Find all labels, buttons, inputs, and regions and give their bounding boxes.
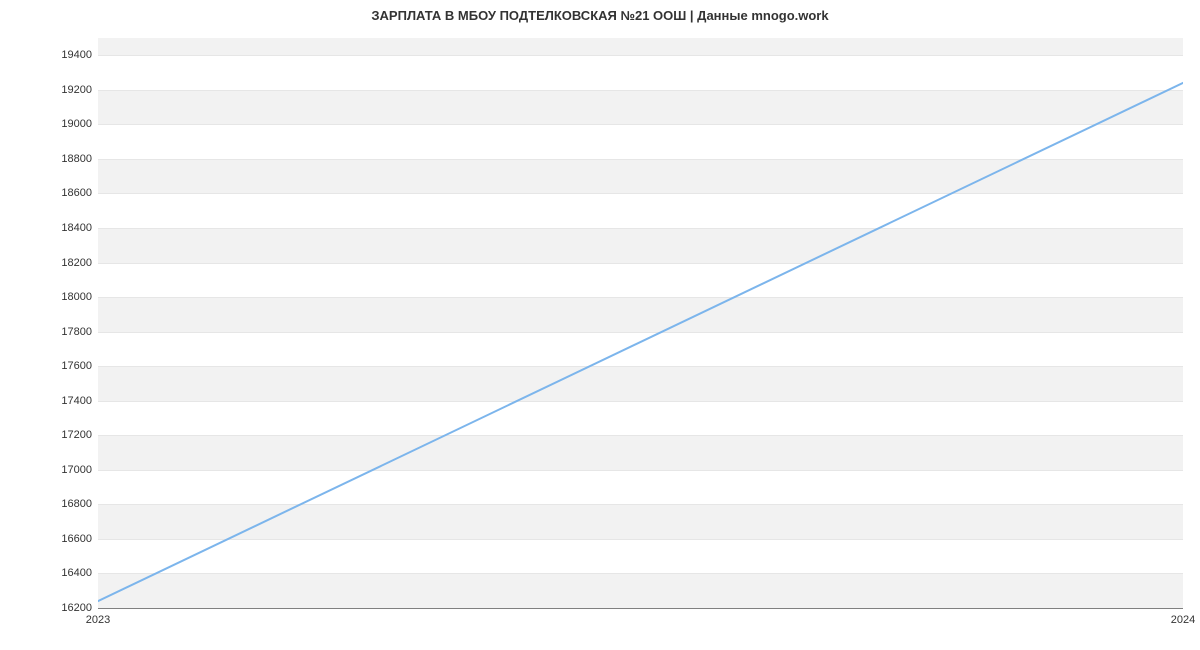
y-tick-label: 19200 — [50, 84, 92, 96]
y-tick-label: 17600 — [50, 360, 92, 372]
y-tick-label: 16600 — [50, 533, 92, 545]
y-tick-label: 17200 — [50, 429, 92, 441]
x-tick-label: 2024 — [1171, 614, 1195, 626]
y-tick-label: 19000 — [50, 118, 92, 130]
y-tick-label: 16400 — [50, 567, 92, 579]
y-tick-label: 17000 — [50, 464, 92, 476]
chart-title: ЗАРПЛАТА В МБОУ ПОДТЕЛКОВСКАЯ №21 ООШ | … — [0, 8, 1200, 23]
series-line — [98, 83, 1183, 601]
y-tick-label: 18000 — [50, 291, 92, 303]
y-tick-label: 16800 — [50, 498, 92, 510]
chart-container: { "chart": { "type": "line", "title": "З… — [0, 0, 1200, 650]
x-axis-line — [98, 608, 1183, 609]
y-tick-label: 18600 — [50, 187, 92, 199]
y-tick-label: 18200 — [50, 257, 92, 269]
y-tick-label: 19400 — [50, 49, 92, 61]
y-tick-label: 17400 — [50, 395, 92, 407]
series-layer — [98, 38, 1183, 608]
plot-area: 1620016400166001680017000172001740017600… — [98, 38, 1183, 608]
y-tick-label: 18800 — [50, 153, 92, 165]
y-tick-label: 17800 — [50, 326, 92, 338]
x-tick-label: 2023 — [86, 614, 110, 626]
y-tick-label: 18400 — [50, 222, 92, 234]
y-tick-label: 16200 — [50, 602, 92, 614]
